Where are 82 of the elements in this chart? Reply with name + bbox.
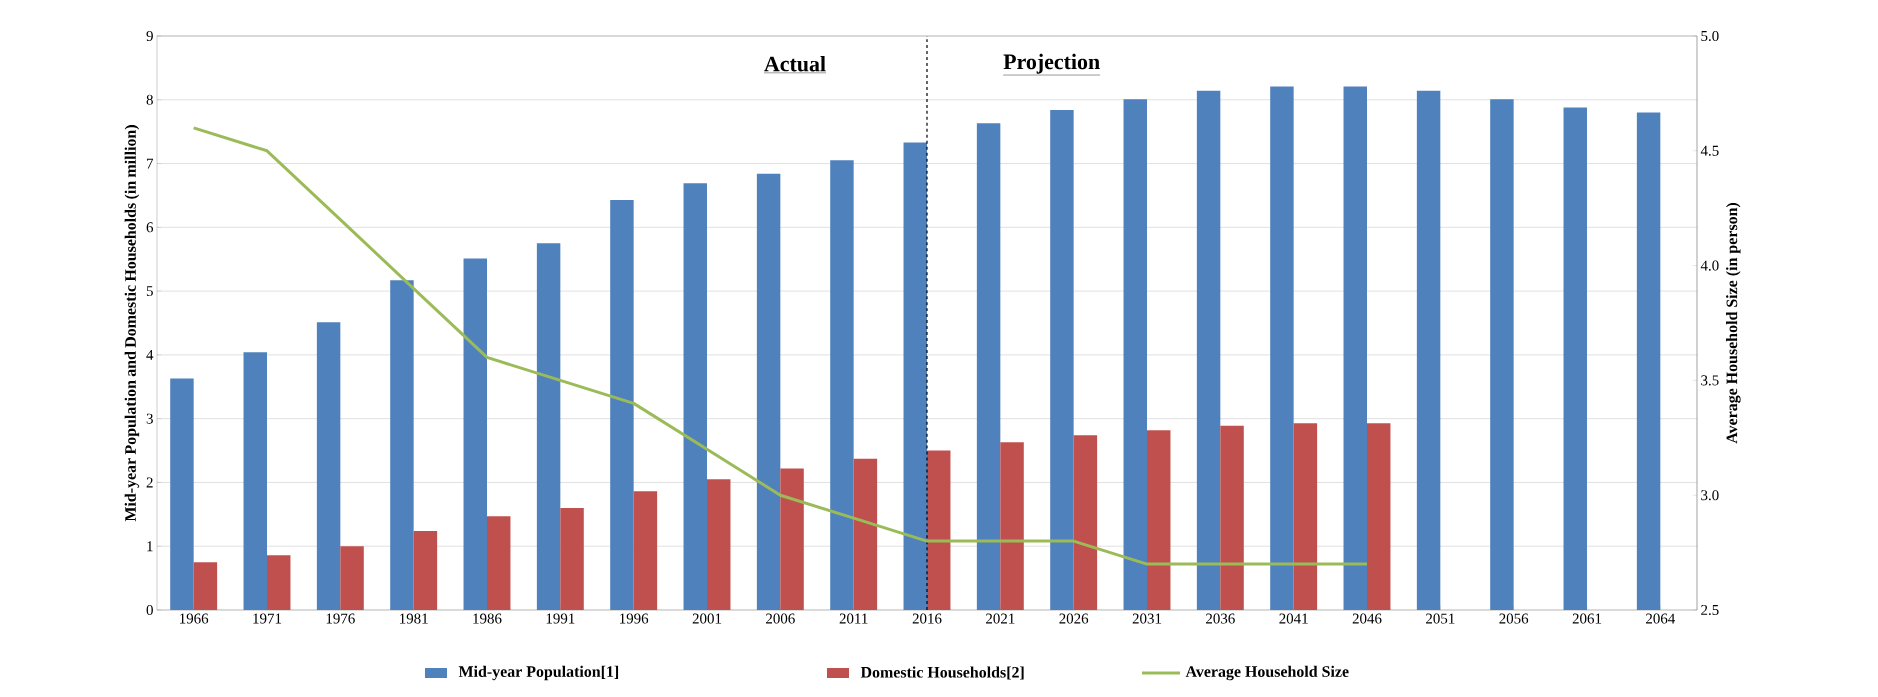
x-tick-label: 2016 — [912, 613, 942, 624]
x-tick-label: 2064 — [1646, 613, 1676, 624]
bar — [340, 546, 364, 610]
bar — [560, 507, 584, 610]
x-tick-label: 2046 — [1352, 613, 1382, 624]
annotation: Projection — [1003, 53, 1100, 74]
bar — [193, 562, 218, 610]
bar — [1220, 425, 1244, 610]
y-tick-label: 5 — [146, 286, 153, 297]
bar — [1293, 423, 1318, 610]
bar — [853, 458, 878, 610]
x-tick-label: 1971 — [253, 613, 282, 624]
bar — [390, 280, 414, 610]
bar — [243, 352, 267, 610]
bar — [927, 450, 951, 610]
bar — [633, 491, 658, 610]
x-tick-label: 2026 — [1059, 613, 1089, 624]
bar — [316, 322, 341, 610]
x-tick-label: 1996 — [620, 613, 649, 624]
y2-axis-title: Average Household Size (in person) — [1726, 202, 1741, 444]
x-tick-label: 1981 — [400, 613, 428, 624]
bar — [976, 123, 1001, 610]
bar — [830, 160, 854, 610]
bar — [487, 516, 511, 610]
bar — [903, 142, 927, 610]
bar — [1490, 99, 1514, 610]
bar — [780, 468, 804, 610]
x-tick-label: 1986 — [473, 613, 502, 624]
x-tick-label: 2056 — [1499, 613, 1529, 624]
y-axis-title: Mid-year Population and Domestic Households (in million) — [124, 125, 140, 522]
bar — [610, 199, 634, 610]
bar — [1073, 435, 1098, 610]
x-tick-label: 2021 — [986, 613, 1015, 624]
bar — [707, 479, 731, 610]
y2-tick-label: 4.0 — [1700, 260, 1719, 271]
y-tick-label: 4 — [146, 349, 154, 360]
bar — [536, 243, 561, 610]
y-tick-label: 9 — [146, 30, 153, 42]
y-tick-label: 6 — [146, 222, 154, 233]
y2-tick-label: 3.5 — [1701, 375, 1719, 386]
x-tick-label: 2051 — [1426, 613, 1455, 624]
x-tick-label: 1976 — [326, 613, 355, 624]
y-tick-label: 3 — [146, 413, 153, 424]
x-tick-label: 1966 — [180, 613, 209, 624]
bar — [1563, 107, 1587, 610]
bar — [1636, 112, 1661, 610]
y-tick-label: 8 — [146, 94, 153, 105]
bar — [463, 258, 487, 610]
x-tick-label: 2001 — [692, 613, 722, 624]
annotation: Actual — [764, 55, 826, 72]
x-tick-label: 2041 — [1279, 613, 1308, 624]
bar — [170, 378, 194, 610]
bar — [1196, 90, 1221, 610]
y2-tick-label: 2.5 — [1701, 604, 1719, 616]
legend-label: Mid-year Population[1] — [458, 665, 619, 681]
y2-tick-label: 3.0 — [1701, 490, 1719, 501]
bar — [267, 555, 291, 610]
y-tick-label: 2 — [146, 477, 153, 488]
legend-label: Average Household Size — [1185, 665, 1349, 681]
y-tick-label: 7 — [146, 158, 154, 169]
bar — [1416, 90, 1441, 610]
bar — [1123, 99, 1147, 610]
bar — [1000, 442, 1024, 610]
y-tick-label: 1 — [147, 541, 153, 552]
bar — [1270, 86, 1294, 610]
x-tick-label: 2031 — [1132, 613, 1162, 624]
bar — [683, 183, 707, 610]
bar — [1050, 109, 1074, 610]
bar — [756, 173, 781, 610]
y2-tick-label: 4.5 — [1700, 145, 1719, 156]
x-tick-label: 2036 — [1206, 613, 1235, 624]
y2-tick-label: 5.0 — [1701, 30, 1719, 42]
bar — [1146, 430, 1171, 610]
legend-label: Domestic Households[2] — [860, 666, 1024, 680]
y-tick-label: 0 — [146, 604, 153, 616]
bar — [1366, 423, 1391, 610]
bar — [413, 530, 438, 610]
x-tick-label: 2061 — [1572, 613, 1602, 624]
bar — [1343, 86, 1367, 610]
x-tick-label: 1991 — [546, 613, 575, 624]
x-tick-label: 2011 — [839, 613, 868, 624]
x-tick-label: 2006 — [766, 613, 795, 624]
